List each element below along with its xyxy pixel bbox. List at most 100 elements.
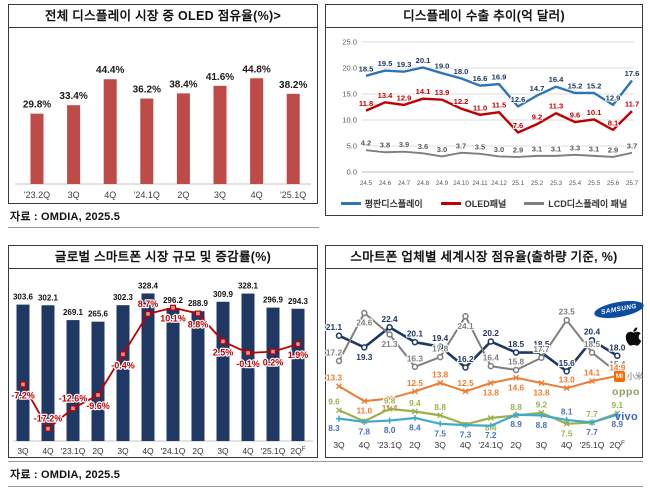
- svg-text:17.8: 17.8: [432, 344, 449, 354]
- svg-text:3.3: 3.3: [570, 143, 581, 152]
- svg-text:12.9: 12.9: [606, 93, 621, 102]
- svg-text:302.1: 302.1: [38, 293, 59, 302]
- svg-text:13.4: 13.4: [378, 91, 394, 100]
- svg-text:-12.6%: -12.6%: [59, 393, 88, 403]
- svg-text:11.8: 11.8: [359, 99, 373, 108]
- series-vivo: [338, 413, 618, 427]
- apple-logo-icon: [625, 327, 642, 346]
- svg-text:9.4: 9.4: [409, 398, 421, 408]
- svg-text:25.7: 25.7: [626, 180, 639, 187]
- bar-'23.2Q: [30, 113, 44, 184]
- panel-display-export: 디스플레이 수출 추이(억 달러) 0.0 5.0 10.0 15.0 20.0 25.0…: [325, 4, 643, 216]
- svg-text:17.6: 17.6: [625, 69, 640, 78]
- svg-text:21.1: 21.1: [326, 322, 343, 332]
- bar-'25.1Q: [286, 93, 300, 184]
- bar-3Q: [67, 105, 81, 184]
- panel-vendor-share: 스마트폰 업체별 세계시장 점유율(출하량 기준, %) 3Q 4Q '23.1Q 2…: [325, 245, 645, 458]
- svg-text:24.11: 24.11: [472, 180, 488, 187]
- legend-label: LCD디스플레이 패널: [548, 199, 628, 209]
- svg-text:2Q: 2Q: [510, 440, 522, 450]
- growth-marker: [220, 338, 227, 345]
- svg-text:3.9: 3.9: [399, 140, 410, 149]
- growth-marker: [69, 405, 76, 412]
- market-bar: [291, 308, 305, 441]
- svg-text:2QF: 2QF: [610, 440, 625, 450]
- panel-title-vendor-share: 스마트폰 업체별 세계시장 점유율(출하량 기준, %): [326, 246, 642, 269]
- market-bar: [266, 307, 280, 441]
- legend-item: 평판디스플레이: [340, 197, 423, 210]
- market-bar: [216, 301, 230, 441]
- svg-text:3.0: 3.0: [437, 145, 448, 154]
- svg-text:15.0: 15.0: [342, 90, 357, 99]
- svg-text:269.1: 269.1: [63, 308, 84, 317]
- svg-text:38.4%: 38.4%: [169, 79, 197, 90]
- svg-text:3.1: 3.1: [551, 144, 562, 153]
- svg-text:4Q: 4Q: [42, 446, 54, 456]
- svg-text:'23.2Q: '23.2Q: [24, 190, 50, 200]
- svg-text:7.5: 7.5: [561, 428, 573, 438]
- svg-text:24.7: 24.7: [398, 180, 411, 187]
- svg-text:8.9: 8.9: [510, 419, 522, 429]
- market-bar: [241, 293, 255, 441]
- bar-4Q: [250, 78, 264, 184]
- svg-text:-0.1%: -0.1%: [236, 359, 260, 369]
- svg-text:21.3: 21.3: [382, 339, 399, 349]
- panel-title-smartphone-market: 글로벌 스마트폰 시장 규모 및 증감률(%): [9, 246, 317, 269]
- svg-text:18.0: 18.0: [454, 67, 469, 76]
- svg-text:309.9: 309.9: [213, 290, 234, 299]
- vendor-share-line-chart: 3Q 4Q '23.1Q 2Q 3Q 4Q '24.1Q 2Q 3Q 4Q '25.1Q 2QF 21.…: [325, 306, 627, 450]
- svg-text:'24.1Q: '24.1Q: [478, 440, 503, 450]
- source-note-bottom: 자료 : OMDIA, 2025.5: [10, 469, 121, 481]
- svg-text:8.0: 8.0: [384, 425, 396, 435]
- svg-text:12.9: 12.9: [397, 93, 412, 102]
- svg-text:24.1: 24.1: [457, 321, 474, 331]
- svg-text:'23.1Q: '23.1Q: [377, 440, 402, 450]
- svg-text:7.2: 7.2: [485, 430, 497, 440]
- svg-text:14.9: 14.9: [609, 362, 626, 372]
- svg-text:4Q: 4Q: [104, 190, 116, 200]
- svg-text:-7.2%: -7.2%: [11, 390, 35, 400]
- growth-marker: [119, 351, 126, 358]
- svg-text:13.0: 13.0: [559, 375, 576, 385]
- market-bar: [191, 311, 205, 441]
- svg-text:13.8: 13.8: [432, 369, 449, 379]
- svg-text:294.3: 294.3: [288, 297, 309, 306]
- svg-text:'24.1Q: '24.1Q: [134, 190, 160, 200]
- svg-text:36.2%: 36.2%: [133, 85, 161, 96]
- svg-text:5.0: 5.0: [347, 142, 357, 151]
- svg-text:11.3: 11.3: [549, 102, 563, 111]
- svg-text:25.4: 25.4: [569, 180, 582, 187]
- svg-text:3.6: 3.6: [418, 142, 429, 151]
- legend-item: OLED패널: [440, 197, 507, 210]
- svg-text:4Q: 4Q: [359, 440, 371, 450]
- growth-marker: [170, 304, 177, 311]
- smartphone-market-combo-chart: 303.6 3Q 302.1 4Q 269.1 '23.1Q 265.6 2Q 302.3 3Q 3…: [10, 280, 313, 456]
- svg-text:10.0: 10.0: [342, 116, 357, 125]
- svg-text:13.8: 13.8: [533, 387, 550, 397]
- svg-text:20.4: 20.4: [584, 327, 601, 337]
- svg-text:'25.1Q: '25.1Q: [580, 440, 605, 450]
- svg-text:7.7: 7.7: [586, 409, 598, 419]
- svg-text:8.8: 8.8: [434, 402, 446, 412]
- svg-text:4.2: 4.2: [361, 139, 372, 148]
- growth-marker: [44, 425, 51, 432]
- svg-text:10.1: 10.1: [587, 108, 603, 117]
- divider-top: [8, 227, 319, 228]
- svg-text:14.1: 14.1: [416, 87, 432, 96]
- svg-text:3Q: 3Q: [333, 440, 345, 450]
- divider-end: [8, 486, 643, 487]
- svg-text:44.8%: 44.8%: [242, 64, 270, 75]
- growth-marker: [94, 392, 101, 399]
- panel-title-oled-share: 전체 디스플레이 시장 중 OLED 점유율(%)>: [9, 5, 317, 28]
- svg-text:8.1: 8.1: [608, 118, 619, 127]
- svg-text:288.9: 288.9: [188, 299, 209, 308]
- market-bar: [16, 304, 30, 441]
- series-Apple: [338, 312, 618, 374]
- legend-label: OLED패널: [464, 199, 507, 209]
- svg-text:9.1: 9.1: [612, 400, 624, 410]
- legend-label: 평판디스플레이: [364, 199, 423, 209]
- svg-text:2Q: 2Q: [177, 190, 189, 200]
- svg-text:24.10: 24.10: [453, 180, 469, 187]
- svg-text:19.0: 19.0: [435, 62, 450, 71]
